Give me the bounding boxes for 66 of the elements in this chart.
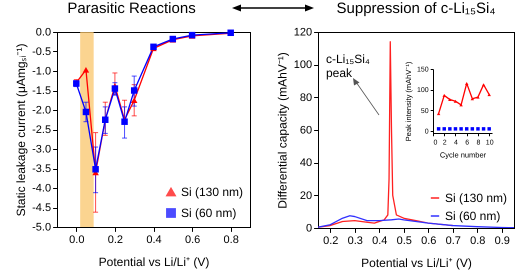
y-tick-label: -2.5 [32,124,52,136]
chart-title: Parasitic Reactions [67,0,196,17]
point [112,85,118,92]
legend-label: Si (60 nm) [181,206,236,220]
point [82,67,90,73]
y-tick-label: 80 [300,92,312,104]
point [482,127,486,131]
point [448,127,452,131]
point [464,82,468,85]
point [436,127,440,131]
y-tick-label: 100 [294,59,312,72]
x-tick-label: 0.8 [224,234,239,246]
x-tick-label: 0.2 [108,234,124,246]
x-tick-label: 0.7 [446,234,461,247]
x-tick-label: 0.0 [69,234,84,246]
point [436,112,440,116]
y-tick-label: -0.5 [32,46,52,58]
x-axis-title: Potential vs Li/Li⁺ (V) [361,256,472,270]
x-tick-label: 0.9 [494,234,510,247]
y-tick-label: -1.0 [32,66,52,78]
x-tick-label: 0.4 [372,234,388,247]
y-axis-title: Static leakage current (μAmgₛᵢ⁻¹) [14,44,28,216]
y-tick-label: 20 [300,190,312,202]
point [82,108,90,116]
point [464,127,468,131]
legend-label: Si (60 nm) [445,209,500,223]
y-tick-label: -3.0 [32,144,52,156]
point [130,87,138,94]
x-tick-label: 0.6 [421,234,436,247]
x-tick-label: 0.3 [348,234,363,247]
point [459,127,463,131]
point [476,96,480,99]
chart-title: Suppression of c-Li₁₅Si₄ [336,0,496,17]
x-tick-label: 0.2 [323,234,338,247]
point [448,98,452,102]
x-axis-title: Potential vs Li/Li⁺ (V) [98,254,210,269]
point [459,103,463,106]
y-tick-label: -2.0 [32,104,52,116]
point [487,127,491,131]
y-tick-label: -1.5 [32,85,52,97]
y-tick-label: 0 [306,222,312,234]
legend-label: Si (130 nm) [181,185,244,199]
annotation: c-Li₁₅Si₄ peak [326,52,370,80]
y-axis-title: Differential capacity (mAhV⁻¹) [276,52,290,209]
point [476,127,480,131]
y-tick-label: 120 [294,26,312,38]
y-tick-label: 60 [300,124,312,136]
y-tick-label: -4.0 [32,182,52,194]
y-tick-label: 40 [300,157,312,170]
point [482,83,486,86]
point [92,166,99,173]
x-tick-label: 0.4 [146,234,162,246]
x-tick-label: 0.5 [396,234,412,247]
point [442,127,446,131]
x-tick-label: 0.8 [470,234,486,247]
y-tick-label: -3.5 [32,163,52,175]
x-tick-label: 0.6 [184,234,200,246]
point [442,94,446,97]
y-tick-label: -5.0 [32,222,52,234]
point [130,97,138,104]
y-tick-label: 0.0 [36,26,52,38]
y-tick-label: -4.5 [32,202,52,214]
point [487,93,491,96]
point [454,127,458,131]
point [470,127,474,131]
legend-label: Si (130 nm) [445,191,508,205]
